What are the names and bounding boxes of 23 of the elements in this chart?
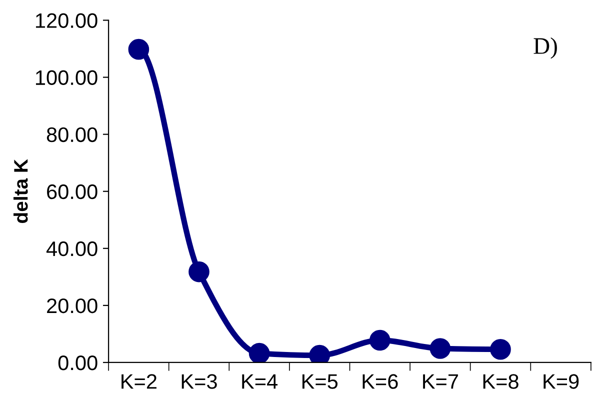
x-tick-label: K=9 (544, 374, 579, 389)
x-tick-label: K=2 (122, 374, 156, 389)
point (248, 342, 270, 362)
y-tick-label: 40.00 (46, 241, 98, 256)
point (430, 338, 451, 359)
point (188, 261, 210, 282)
y-axis-title: delta K (14, 159, 28, 223)
y-tick-label: 100.00 (36, 70, 98, 86)
point (128, 38, 150, 60)
y-tick-label: 0.00 (58, 355, 98, 370)
y-tick-label: 120.00 (36, 13, 98, 28)
point (490, 338, 511, 360)
x-tick-label: K=7 (423, 374, 458, 389)
x-tick-label: K=5 (302, 374, 338, 389)
y-tick-label: 80.00 (46, 127, 98, 142)
x-tick-label: K=3 (182, 374, 217, 389)
annotation: D) (534, 37, 557, 59)
x-tick-label: K=4 (242, 374, 278, 389)
x-tick-label: K=8 (483, 374, 518, 389)
y-tick-label: 20.00 (47, 298, 98, 314)
point (369, 330, 390, 351)
y-tick-label: 60.00 (47, 184, 98, 200)
x-tick-label: K=6 (362, 374, 398, 389)
